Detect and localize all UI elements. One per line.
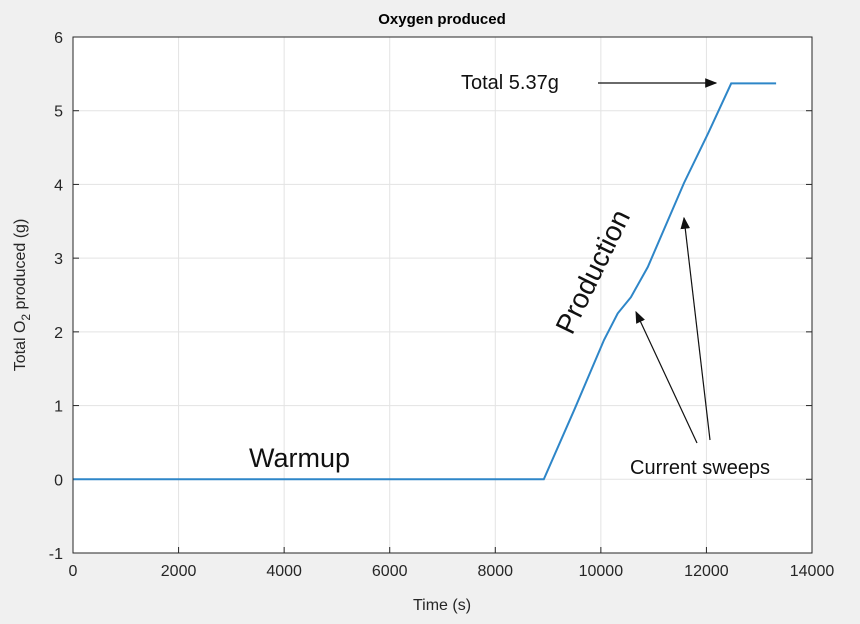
plot-border	[72, 36, 813, 554]
x-tick-label: 4000	[266, 563, 302, 580]
y-tick-label: -1	[49, 546, 63, 563]
annotation-total: Total 5.37g	[461, 72, 559, 94]
y-tick-label: 4	[54, 177, 63, 194]
y-tick-label: 5	[54, 104, 63, 121]
y-tick-label: 2	[54, 325, 63, 342]
annotation-warmup: Warmup	[249, 443, 350, 473]
y-tick-label: 3	[54, 251, 63, 268]
y-tick-label: 6	[54, 30, 63, 47]
y-axis-label: Total O2 produced (g)	[12, 219, 33, 372]
x-axis-label: Time (s)	[413, 597, 471, 614]
x-tick-label: 0	[69, 563, 78, 580]
x-tick-label: 2000	[161, 563, 197, 580]
chart-title: Oxygen produced	[378, 11, 506, 28]
x-tick-label: 6000	[372, 563, 408, 580]
sweeps-arrow-1	[635, 310, 698, 444]
ticks: 0 2000 4000 6000 8000 10000 12000 14000 -1 0 1 2 3 4 5…	[49, 30, 835, 580]
annotation-sweeps: Current sweeps	[630, 457, 770, 479]
series-line	[73, 82, 777, 481]
x-tick-label: 14000	[790, 563, 835, 580]
y-tick-label: 1	[54, 399, 63, 416]
plot-area	[73, 37, 812, 553]
x-tick-label: 8000	[477, 563, 513, 580]
x-tick-label: 12000	[684, 563, 729, 580]
y-tick-label: 0	[54, 472, 63, 489]
x-tick-label: 10000	[579, 563, 624, 580]
sweeps-arrow-2	[680, 216, 711, 441]
